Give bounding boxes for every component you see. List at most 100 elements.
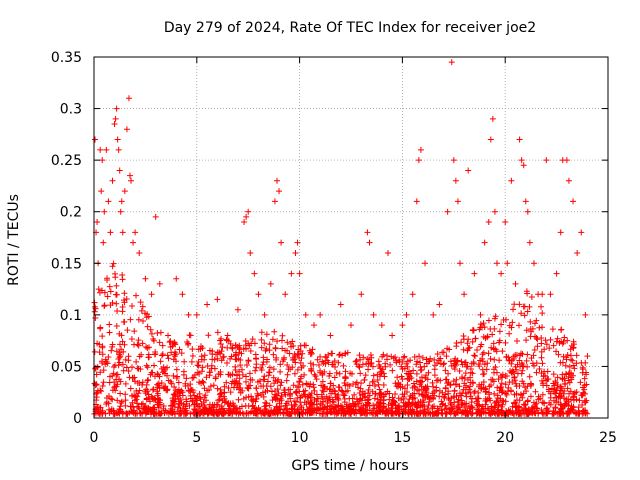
roti-point xyxy=(567,346,574,353)
roti-point xyxy=(510,410,517,417)
roti-point xyxy=(158,410,165,417)
roti-point xyxy=(521,384,528,391)
roti-point xyxy=(350,381,357,388)
roti-point xyxy=(154,399,161,406)
roti-point xyxy=(277,368,284,375)
roti-point xyxy=(191,371,198,378)
roti-point xyxy=(505,384,512,391)
roti-point xyxy=(538,370,545,377)
roti-point xyxy=(404,382,411,389)
roti-point xyxy=(433,377,440,384)
roti-point xyxy=(443,376,450,383)
roti-point xyxy=(263,331,270,338)
roti-point xyxy=(108,347,115,354)
roti-point xyxy=(237,362,244,369)
roti-point xyxy=(148,369,155,376)
roti-point xyxy=(176,400,183,407)
roti-point xyxy=(260,383,267,390)
roti-point xyxy=(342,375,349,382)
roti-point xyxy=(139,317,146,324)
roti-point xyxy=(148,291,155,298)
roti-point xyxy=(404,389,411,396)
roti-point xyxy=(199,378,206,385)
roti-point xyxy=(94,340,101,347)
roti-point xyxy=(275,376,282,383)
y-tick-label: 0.3 xyxy=(60,102,82,118)
roti-point xyxy=(289,338,296,345)
roti-point xyxy=(582,410,589,417)
roti-point xyxy=(139,303,146,310)
roti-point xyxy=(538,340,545,347)
roti-point xyxy=(550,388,557,395)
roti-point xyxy=(119,361,126,368)
roti-point xyxy=(164,352,171,359)
roti-point xyxy=(453,343,460,350)
roti-point xyxy=(306,347,313,354)
roti-point xyxy=(199,345,206,352)
roti-point xyxy=(172,396,179,403)
roti-point xyxy=(121,188,128,195)
roti-point xyxy=(95,286,102,293)
roti-point xyxy=(238,403,245,410)
roti-point xyxy=(219,344,226,351)
roti-point xyxy=(183,375,190,382)
roti-point xyxy=(415,410,422,417)
roti-point xyxy=(570,404,577,411)
roti-point xyxy=(196,403,203,410)
roti-point xyxy=(344,387,351,394)
roti-point xyxy=(528,293,535,300)
roti-point xyxy=(283,400,290,407)
roti-point xyxy=(298,364,305,371)
roti-point xyxy=(251,405,258,412)
roti-point xyxy=(220,354,227,361)
roti-point xyxy=(422,372,429,379)
roti-point xyxy=(165,332,172,339)
roti-point xyxy=(375,402,382,409)
roti-point xyxy=(114,397,121,404)
roti-point xyxy=(315,395,322,402)
roti-point xyxy=(576,397,583,404)
roti-point xyxy=(184,409,191,416)
roti-point xyxy=(362,372,369,379)
roti-point xyxy=(225,384,232,391)
roti-point xyxy=(452,177,459,184)
roti-point xyxy=(380,382,387,389)
roti-point xyxy=(376,361,383,368)
roti-point xyxy=(505,410,512,417)
roti-point xyxy=(498,389,505,396)
roti-point xyxy=(361,376,368,383)
roti-point xyxy=(158,379,165,386)
roti-point xyxy=(456,260,463,267)
roti-point xyxy=(133,292,140,299)
roti-point xyxy=(544,410,551,417)
roti-point xyxy=(367,351,374,358)
roti-point xyxy=(232,367,239,374)
roti-point xyxy=(99,383,106,390)
roti-point xyxy=(413,370,420,377)
roti-point xyxy=(403,360,410,367)
roti-point xyxy=(555,351,562,358)
roti-point xyxy=(557,229,564,236)
roti-point xyxy=(565,402,572,409)
roti-point xyxy=(410,367,417,374)
roti-point xyxy=(229,345,236,352)
roti-point xyxy=(566,379,573,386)
roti-point xyxy=(554,374,561,381)
roti-point xyxy=(143,381,150,388)
roti-point xyxy=(331,374,338,381)
roti-point xyxy=(233,404,240,411)
roti-point xyxy=(499,371,506,378)
roti-point xyxy=(232,342,239,349)
roti-point xyxy=(429,395,436,402)
roti-point xyxy=(139,379,146,386)
roti-point xyxy=(353,361,360,368)
roti-point xyxy=(97,325,104,332)
roti-point xyxy=(319,402,326,409)
roti-point xyxy=(214,355,221,362)
roti-point xyxy=(260,376,267,383)
roti-point xyxy=(271,198,278,205)
roti-point xyxy=(109,343,116,350)
roti-point xyxy=(365,366,372,373)
roti-point xyxy=(450,393,457,400)
roti-point xyxy=(453,376,460,383)
